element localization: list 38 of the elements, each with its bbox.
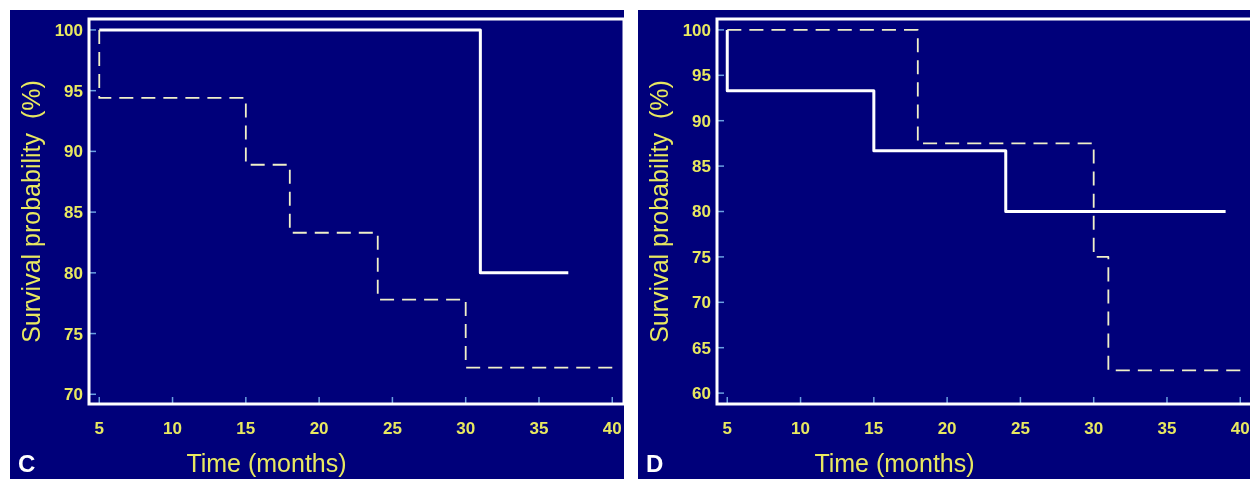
x-tick-label: 35: [1157, 419, 1177, 438]
x-tick-label: 10: [163, 419, 183, 438]
y-tick-label: 75: [64, 324, 83, 344]
y-tick-label: 75: [692, 247, 711, 267]
text: C: [18, 450, 36, 477]
y-tick-label: 90: [692, 111, 711, 131]
y-tick-label: 85: [692, 157, 711, 177]
y-tick-label: 80: [692, 202, 711, 222]
x-tick-label: 30: [1084, 419, 1104, 438]
y-tick-label: 95: [64, 81, 83, 101]
y-tick-label: 70: [64, 385, 83, 405]
x-tick-label: 40: [1230, 419, 1250, 438]
x-axis-title: Time (months): [186, 449, 347, 477]
y-tick-label: 95: [692, 66, 711, 86]
x-axis-title: Time (months): [814, 449, 975, 477]
y-axis-title: Survival probability (%): [645, 80, 673, 343]
x-tick-label: 5: [94, 419, 104, 438]
y-tick-label: 90: [64, 142, 83, 162]
x-tick-label: 15: [864, 419, 884, 438]
y-axis-title: Survival probability (%): [17, 80, 45, 343]
y-tick-label: 60: [692, 384, 711, 404]
x-tick-label: 20: [309, 419, 329, 438]
y-tick-label: 85: [64, 203, 83, 223]
y-tick-label: 100: [682, 20, 711, 40]
x-tick-label: 10: [791, 419, 811, 438]
y-tick-label: 70: [692, 293, 711, 313]
x-tick-label: 15: [236, 419, 256, 438]
x-tick-label: 35: [529, 419, 549, 438]
x-tick-label: 30: [456, 419, 476, 438]
x-tick-label: 40: [602, 419, 622, 438]
y-tick-label: 100: [54, 20, 83, 40]
x-tick-label: 5: [722, 419, 732, 438]
x-tick-label: 25: [1010, 419, 1030, 438]
x-tick-label: 20: [937, 419, 957, 438]
y-tick-label: 80: [64, 263, 83, 283]
x-tick-label: 25: [382, 419, 402, 438]
y-tick-label: 65: [692, 338, 711, 358]
text: D: [646, 450, 664, 477]
